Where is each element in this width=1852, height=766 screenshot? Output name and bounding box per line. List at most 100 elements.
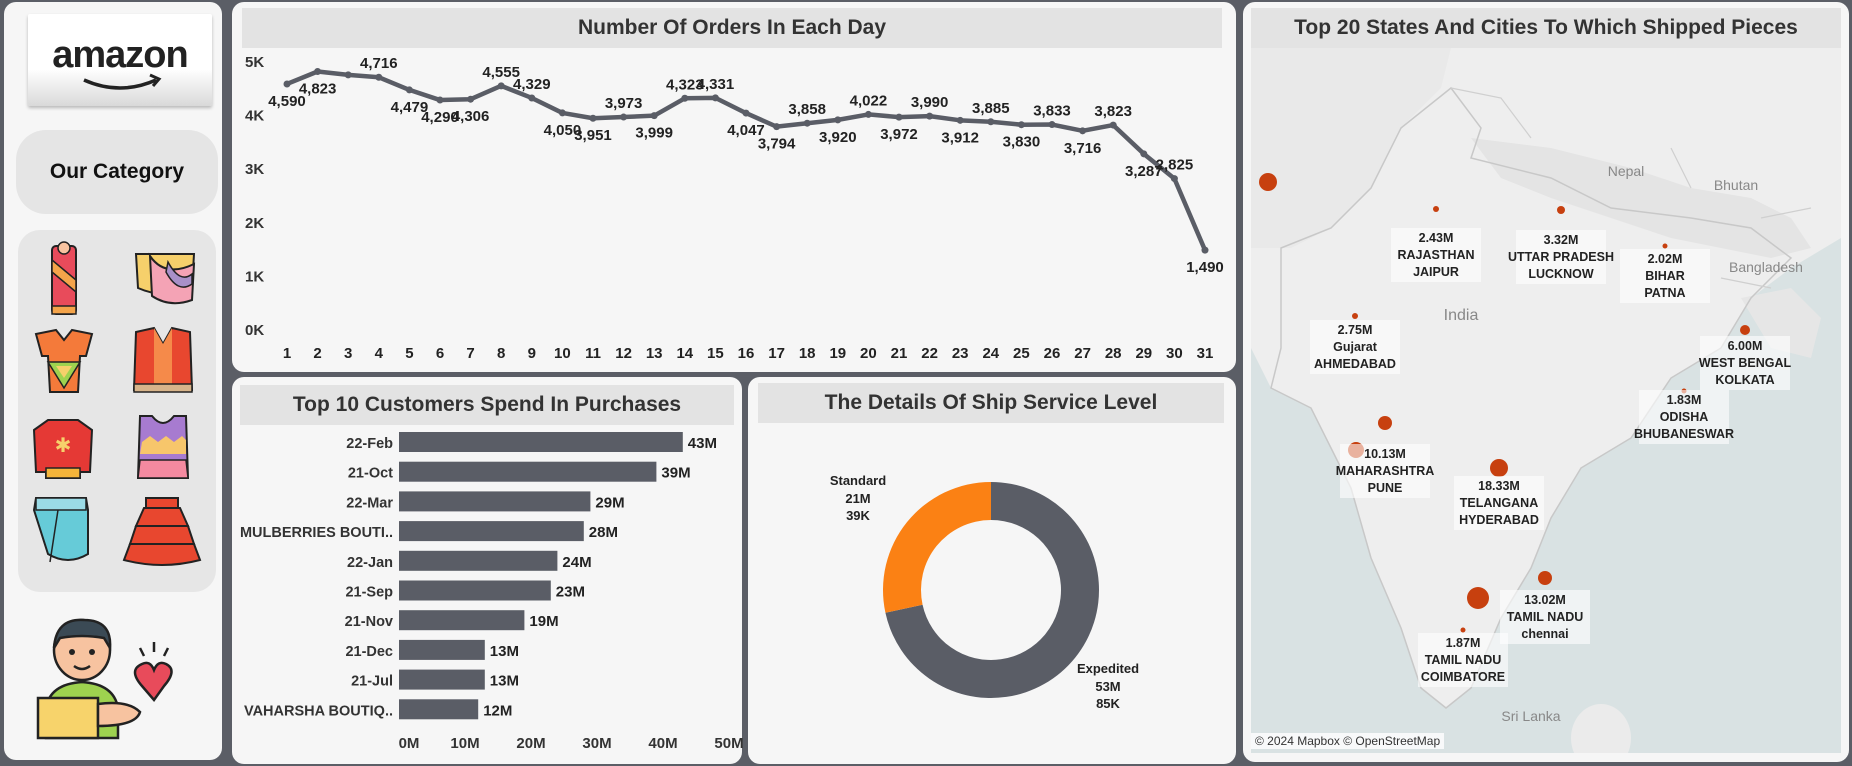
data-label: 3,990: [911, 94, 949, 111]
map-point: [1467, 587, 1489, 609]
slice-count-label: 85K: [1096, 696, 1120, 711]
category-label: 21-Nov: [345, 614, 393, 630]
x-tick-label: 30M: [582, 735, 611, 752]
x-tick-label: 13: [646, 345, 663, 362]
x-tick-label: 20M: [516, 735, 545, 752]
map-state-label: TAMIL NADU: [1507, 610, 1584, 624]
data-point: [895, 113, 903, 121]
data-point: [834, 116, 842, 124]
data-point: [681, 94, 689, 102]
ruffle-skirt-icon[interactable]: [122, 494, 202, 568]
x-tick-label: 10M: [450, 735, 479, 752]
country-label: Nepal: [1608, 163, 1645, 179]
x-tick-label: 7: [466, 345, 474, 362]
data-point: [558, 109, 566, 117]
country-label: Bangladesh: [1729, 259, 1803, 275]
data-point: [620, 113, 628, 121]
category-label: 21-Dec: [345, 644, 393, 660]
map-label-bg: [1700, 336, 1790, 390]
x-tick-label: 0M: [399, 735, 420, 752]
map-state-label: MAHARASHTRA: [1336, 464, 1435, 478]
data-point: [742, 109, 750, 117]
ship-donut-chart: Expedited 53M 85K Standard 21M 39K: [830, 473, 1139, 711]
y-tick-label: 1K: [245, 268, 264, 285]
y-tick-label: 5K: [245, 54, 264, 71]
x-tick-label: 19: [829, 345, 846, 362]
data-label: 4,323: [666, 76, 704, 93]
country-label: Bhutan: [1714, 177, 1758, 193]
data-label: 3,973: [605, 95, 643, 112]
kurta-icon[interactable]: [32, 326, 96, 398]
map-value-label: 3.32M: [1544, 233, 1579, 247]
data-label: 1,490: [1186, 259, 1224, 276]
data-point: [803, 119, 811, 127]
amazon-logo: amazon: [28, 14, 212, 106]
x-tick-label: 10: [554, 345, 571, 362]
x-tick-label: 40M: [648, 735, 677, 752]
x-tick-label: 17: [768, 345, 785, 362]
category-title: Our Category: [16, 130, 218, 214]
map-value-label: 2.02M: [1648, 252, 1683, 266]
saree-icon[interactable]: [36, 240, 96, 318]
data-point: [283, 80, 291, 88]
x-tick-label: 50M: [714, 735, 743, 752]
india-map[interactable]: India Nepal Bhutan Bangladesh Sri Lanka 2.43M…: [1251, 48, 1841, 753]
vest-icon[interactable]: [128, 324, 198, 398]
x-tick-label: 2: [313, 345, 321, 362]
data-label: 4,022: [850, 92, 888, 109]
data-point: [1109, 121, 1117, 129]
skirt-icon[interactable]: [28, 492, 94, 570]
data-label: 3,999: [635, 125, 673, 142]
category-label: 21-Oct: [348, 466, 393, 482]
map-point: [1557, 206, 1565, 214]
logo-text: amazon: [52, 34, 188, 76]
map-point: [1460, 627, 1466, 633]
customers-chart-title: Top 10 Customers Spend In Purchases: [240, 385, 734, 425]
bar: [399, 669, 485, 690]
value-label: 13M: [490, 643, 519, 660]
slice-value-label: 53M: [1095, 679, 1120, 694]
data-label: 4,290: [421, 109, 459, 126]
slice-category-label: Expedited: [1077, 661, 1139, 676]
map-value-label: 1.83M: [1667, 393, 1702, 407]
svg-text:✱: ✱: [55, 433, 72, 457]
value-label: 23M: [556, 584, 585, 601]
map-label-bg: [1639, 390, 1729, 444]
data-label: 4,306: [452, 108, 490, 125]
value-label: 13M: [490, 673, 519, 690]
data-label: 3,972: [880, 126, 918, 143]
map-point: [1433, 206, 1439, 212]
data-point: [711, 94, 719, 102]
crop-top-icon[interactable]: [130, 410, 196, 484]
map-point: [1490, 459, 1508, 477]
x-tick-label: 5: [405, 345, 413, 362]
map-point: [1740, 325, 1750, 335]
donut-slice: [885, 482, 1099, 698]
map-value-label: 2.75M: [1338, 323, 1373, 337]
map-attribution: © 2024 Mapbox © OpenStreetMap: [1251, 733, 1445, 749]
data-point: [773, 123, 781, 131]
bar: [399, 521, 584, 542]
x-tick-label: 23: [952, 345, 969, 362]
map-city-label: BHUBANESWAR: [1634, 427, 1734, 441]
bar: [399, 580, 551, 601]
y-tick-label: 2K: [245, 215, 264, 232]
map-title: Top 20 States And Cities To Which Shippe…: [1251, 8, 1841, 48]
data-label: 4,329: [513, 76, 551, 93]
value-label: 28M: [589, 524, 618, 541]
map-city-label: PUNE: [1368, 481, 1403, 495]
value-label: 39M: [661, 465, 690, 482]
x-tick-label: 14: [676, 345, 693, 362]
value-label: 19M: [529, 613, 558, 630]
data-label: 4,479: [391, 99, 429, 116]
x-tick-label: 21: [891, 345, 908, 362]
map-label-bg: [1620, 249, 1710, 303]
sweater-icon[interactable]: ✱: [28, 412, 98, 484]
map-city-label: COIMBATORE: [1421, 670, 1505, 684]
blouse-icon[interactable]: [130, 244, 200, 314]
data-label: 4,331: [697, 76, 735, 93]
x-tick-label: 24: [982, 345, 999, 362]
data-point: [436, 96, 444, 104]
map-label-bg: [1500, 590, 1590, 644]
customers-bar-chart: 22-Feb 43M 21-Oct 39M 22-Mar 29M MULBERRIES BO…: [240, 432, 744, 752]
